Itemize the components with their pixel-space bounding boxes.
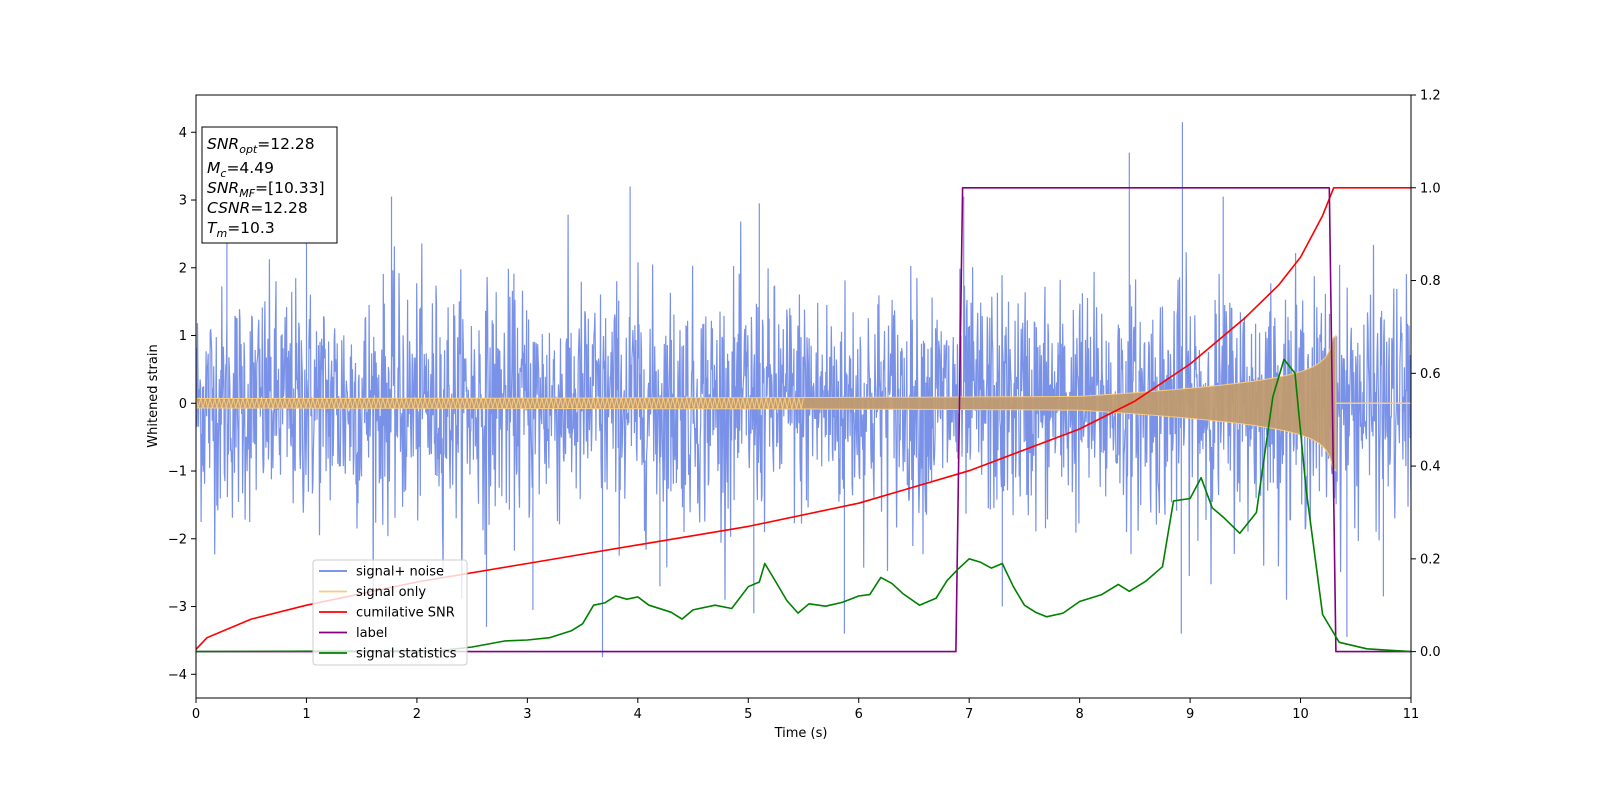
legend-frame: [312, 559, 468, 666]
metrics-line: SNRopt=12.28: [207, 135, 315, 156]
y-tick-label: 2: [179, 261, 187, 276]
y-tick-label: −2: [168, 532, 187, 547]
y-tick-label: −3: [168, 600, 187, 615]
legend-label: signal statistics: [356, 647, 457, 662]
y2-tick-label: 1.2: [1420, 89, 1441, 104]
x-tick-label: 5: [744, 707, 752, 722]
x-tick-label: 1: [302, 707, 310, 722]
x-tick-label: 6: [855, 707, 863, 722]
metrics-line: SNRMF=[10.33]: [207, 179, 325, 200]
x-tick-label: 11: [1403, 707, 1420, 722]
legend-label: label: [356, 626, 387, 641]
y2-tick-label: 0.0: [1420, 645, 1441, 660]
series-signal-only-band: [196, 334, 1337, 473]
metrics-box: SNRopt=12.28 Mc=4.49SNRMF=[10.33]CSNR=12.…: [201, 126, 338, 244]
metrics-line: CSNR=12.28: [207, 199, 308, 217]
x-tick-label: 8: [1075, 707, 1083, 722]
y-tick-label: −1: [168, 465, 187, 480]
plot-area: [196, 122, 1411, 658]
y-tick-label: 4: [179, 126, 187, 141]
x-tick-label: 4: [634, 707, 642, 722]
x-tick-label: 2: [413, 707, 421, 722]
y2-tick-label: 0.2: [1420, 552, 1441, 567]
series-label-line: [196, 187, 1411, 653]
y-tick-label: −4: [168, 668, 187, 683]
series-signal-noise-line: [196, 122, 1411, 658]
metrics-line: Mc=4.49: [207, 159, 274, 180]
y-axis-right: 0.0 0.2 0.4 0.6 0.8 1.0 1.2: [1411, 89, 1441, 660]
plot-frame: [195, 94, 1412, 699]
x-tick-label: 9: [1186, 707, 1194, 722]
y-tick-label: 0: [179, 397, 187, 412]
series-signal-statistics-line: [196, 358, 1411, 653]
metrics-box-frame: [201, 126, 338, 244]
y-axis-label: Whitened strain: [146, 344, 161, 447]
x-axis: 0 1 2 3 4 5 6 7 8 9 10 11: [192, 698, 1419, 722]
y2-tick-label: 0.4: [1420, 460, 1441, 475]
y2-tick-label: 0.8: [1420, 274, 1441, 289]
legend-label: cumilative SNR: [356, 606, 455, 621]
x-tick-label: 10: [1292, 707, 1309, 722]
y-tick-label: 1: [179, 329, 187, 344]
x-tick-label: 3: [523, 707, 531, 722]
series-signal-only-line: [196, 397, 804, 410]
x-axis-label: Time (s): [774, 726, 828, 741]
y2-tick-label: 1.0: [1420, 181, 1441, 196]
y-axis-left: −4 −3 −2 −1 0 1 2 3 4: [168, 126, 196, 683]
x-tick-label: 7: [965, 707, 973, 722]
y-tick-label: 3: [179, 194, 187, 209]
y2-tick-label: 0.6: [1420, 367, 1441, 382]
legend-label: signal+ noise: [356, 565, 444, 580]
metrics-line: Tm=10.3: [207, 219, 275, 240]
series-cumulative-snr-line: [196, 187, 1411, 650]
legend: signal+ noise signal only cumilative SNR la…: [312, 559, 468, 666]
x-tick-label: 0: [192, 707, 200, 722]
legend-label: signal only: [356, 585, 426, 600]
